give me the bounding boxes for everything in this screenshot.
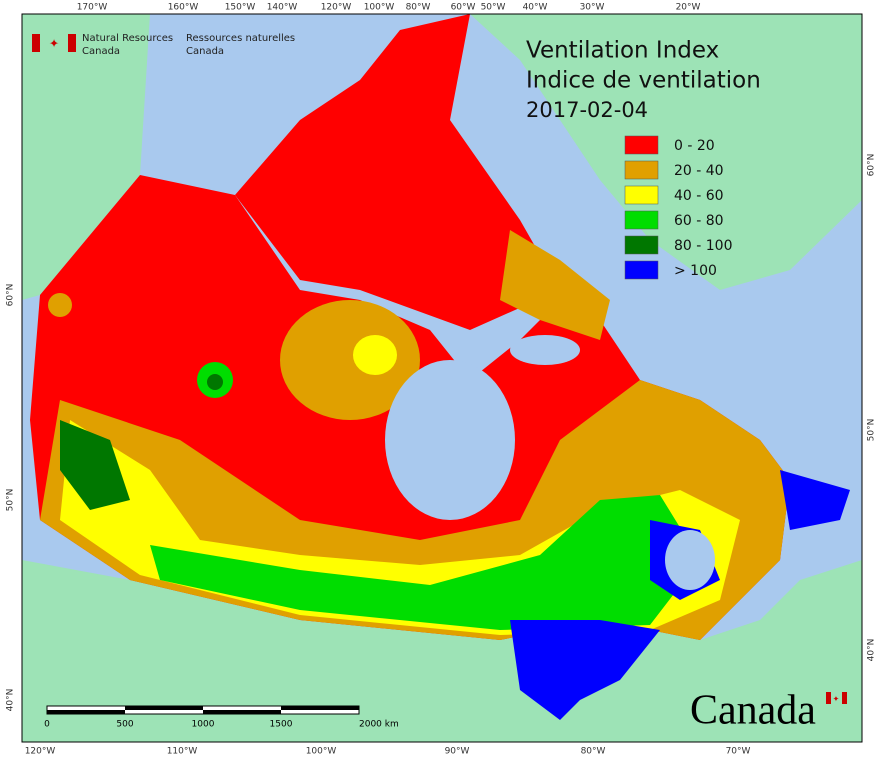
- scale-bar: 0 500 1000 1500 2000 km: [44, 705, 399, 730]
- map-land: [22, 14, 862, 742]
- map-date: 2017-02-04: [526, 98, 648, 122]
- agency-en: Canada: [82, 46, 120, 57]
- longitude-label: 120°W: [321, 3, 352, 13]
- agency-fr: Ressources naturelles: [186, 33, 295, 44]
- legend-label: 40 - 60: [674, 188, 724, 204]
- legend-swatch: [624, 160, 659, 180]
- scale-label: 2000 km: [359, 720, 399, 730]
- latitude-label: 40°N: [6, 689, 16, 712]
- legend-swatch: [624, 135, 659, 155]
- agency-fr: Canada: [186, 46, 224, 57]
- longitude-label: 160°W: [168, 3, 199, 13]
- legend-swatch: [624, 210, 659, 230]
- legend-swatch: [624, 260, 659, 280]
- scale-label: 500: [116, 720, 133, 730]
- wordmark: ✦ Canada: [690, 688, 847, 734]
- legend-swatch: [624, 185, 659, 205]
- longitude-label: 90°W: [445, 747, 470, 757]
- longitude-label: 120°W: [25, 747, 56, 757]
- longitude-label: 100°W: [364, 3, 395, 13]
- title-fr: Indice de ventilation: [526, 68, 761, 94]
- scale-label: 1500: [270, 720, 293, 730]
- legend: 0 - 20 20 - 40 40 - 60 60 - 80 80 - 100 > 100: [624, 135, 733, 280]
- longitude-label: 60°W: [451, 3, 476, 13]
- agency-signature: ✦ Natural Resources Canada Ressources na…: [32, 33, 295, 57]
- latitude-label: 50°N: [867, 419, 877, 442]
- legend-label: 80 - 100: [674, 238, 733, 254]
- agency-en: Natural Resources: [82, 33, 173, 44]
- latitude-label: 60°N: [6, 284, 16, 307]
- longitude-label: 50°W: [481, 3, 506, 13]
- canada-wordmark: Canada: [690, 688, 816, 734]
- legend-label: > 100: [674, 263, 717, 279]
- scale-label: 1000: [192, 720, 215, 730]
- graticule-labels: 170°W 160°W 150°W 140°W 120°W 100°W 80°W 60°W 50…: [6, 3, 877, 757]
- longitude-label: 20°W: [676, 3, 701, 13]
- legend-label: 20 - 40: [674, 163, 724, 179]
- longitude-label: 40°W: [523, 3, 548, 13]
- longitude-label: 70°W: [726, 747, 751, 757]
- longitude-label: 150°W: [225, 3, 256, 13]
- title-en: Ventilation Index: [526, 38, 719, 64]
- svg-text:✦: ✦: [833, 695, 840, 704]
- latitude-label: 40°N: [867, 639, 877, 662]
- longitude-label: 170°W: [77, 3, 108, 13]
- legend-swatch: [624, 235, 659, 255]
- legend-label: 60 - 80: [674, 213, 724, 229]
- latitude-label: 60°N: [867, 154, 877, 177]
- longitude-label: 80°W: [581, 747, 606, 757]
- scale-label: 0: [44, 720, 50, 730]
- longitude-label: 110°W: [167, 747, 198, 757]
- latitude-label: 50°N: [6, 489, 16, 512]
- longitude-label: 80°W: [406, 3, 431, 13]
- svg-text:✦: ✦: [49, 37, 59, 51]
- legend-label: 0 - 20: [674, 138, 715, 154]
- longitude-label: 140°W: [267, 3, 298, 13]
- longitude-label: 30°W: [580, 3, 605, 13]
- longitude-label: 100°W: [306, 747, 337, 757]
